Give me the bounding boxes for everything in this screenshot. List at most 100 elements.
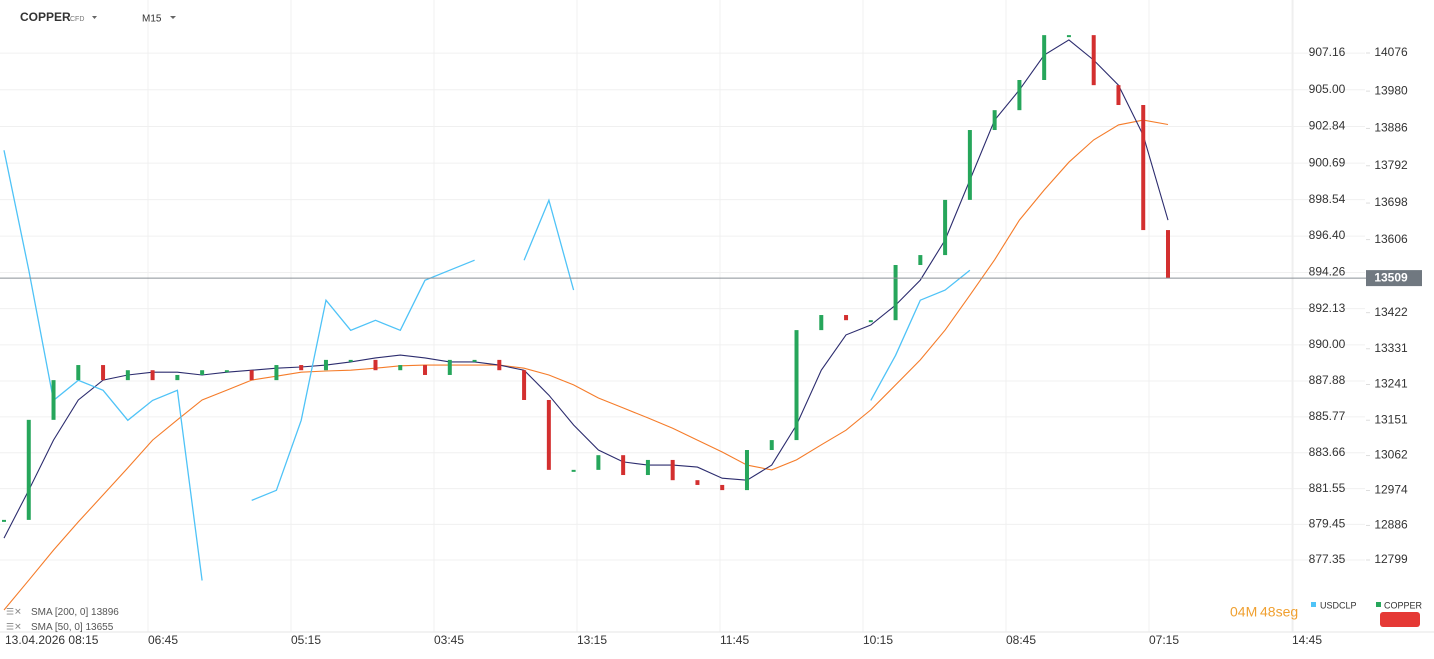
y2-tick-label: 13062 — [1374, 448, 1408, 462]
legend-label: USDCLP — [1320, 600, 1357, 610]
y2-tick-label: 13792 — [1374, 158, 1408, 172]
candle — [645, 459, 650, 476]
legend-label: COPPER — [1384, 600, 1423, 610]
x-tick-label: 03:45 — [434, 633, 464, 647]
x-tick-label: 14:45 — [1292, 633, 1322, 647]
candle — [522, 370, 527, 400]
y-tick-label: 892.13 — [1309, 301, 1346, 315]
y2-tick-label: 13980 — [1374, 83, 1408, 97]
candle — [26, 419, 31, 520]
y-tick-label: 887.88 — [1309, 373, 1346, 387]
y2-tick-label: 12886 — [1374, 518, 1408, 532]
candle — [299, 365, 304, 371]
candle — [571, 469, 576, 472]
indicator-label: SMA [200, 0] 13896 — [31, 607, 119, 618]
candle — [918, 255, 923, 266]
y-tick-label: 885.77 — [1309, 409, 1346, 423]
indicator-legend: ☰✕ SMA [200, 0] 13896 ☰✕ SMA [50, 0] 136… — [6, 606, 119, 632]
candle — [992, 110, 997, 131]
x-tick-label: 11:45 — [720, 633, 749, 647]
candle — [596, 455, 601, 470]
y2-tick-label: 13886 — [1374, 121, 1408, 135]
y2-tick-label: 13241 — [1374, 377, 1408, 391]
candle — [423, 365, 428, 375]
indicator-name: SMA [200, 0] — [31, 607, 88, 618]
y-tick-label: 905.00 — [1309, 82, 1346, 96]
y-tick-label: 877.35 — [1309, 552, 1346, 566]
trade-button[interactable] — [1380, 612, 1420, 627]
candle — [1116, 85, 1121, 106]
y2-tick-label: 12974 — [1374, 483, 1408, 497]
candle — [744, 450, 749, 491]
candle — [2, 519, 6, 522]
candle — [348, 359, 353, 362]
candle — [1141, 105, 1146, 231]
y-tick-label: 898.54 — [1309, 192, 1346, 206]
candle — [224, 370, 229, 373]
dropdown-arrow[interactable] — [92, 16, 97, 19]
y2-tick-label: 13422 — [1374, 305, 1408, 319]
x-tick-label: 13:15 — [577, 633, 607, 647]
candle — [76, 365, 81, 381]
x-tick-label: 06:45 — [148, 633, 178, 647]
candle — [1066, 35, 1071, 38]
candle — [967, 130, 972, 200]
countdown-seconds: 48seg — [1260, 604, 1298, 620]
series-line — [3, 119, 1169, 611]
candle — [794, 330, 799, 441]
candle — [125, 370, 130, 381]
current-price-label: 13509 — [1374, 270, 1408, 284]
countdown-minutes: 04M — [1230, 604, 1257, 620]
candle — [695, 480, 700, 485]
x-tick-label: 05:15 — [291, 633, 321, 647]
candle — [868, 320, 873, 323]
candle — [249, 370, 254, 381]
legend-swatch — [1311, 602, 1316, 607]
candle — [200, 370, 205, 375]
y-tick-label: 900.69 — [1309, 155, 1346, 169]
candle — [51, 380, 56, 420]
candle — [546, 399, 551, 470]
candle — [398, 365, 403, 371]
candle — [1166, 230, 1170, 279]
indicator-value: 13655 — [85, 622, 113, 633]
grid — [0, 0, 1365, 632]
dropdown-arrow[interactable] — [170, 16, 176, 19]
candle — [373, 359, 378, 371]
y2-tick-label: 13606 — [1374, 232, 1408, 246]
instrument-title[interactable]: COPPER — [20, 10, 71, 24]
indicator-icon[interactable]: ☰✕ — [6, 606, 22, 616]
y-tick-label: 896.40 — [1309, 228, 1346, 242]
candle — [893, 265, 898, 321]
y2-tick-label: 14076 — [1374, 45, 1408, 59]
candle — [769, 440, 774, 451]
y-tick-label: 879.45 — [1309, 517, 1346, 531]
candle — [943, 199, 948, 256]
candle — [447, 359, 452, 375]
y-tick-label: 907.16 — [1309, 45, 1346, 59]
candle — [720, 484, 725, 491]
plot — [2, 35, 1170, 611]
y-tick-label: 902.84 — [1309, 119, 1346, 133]
candle — [497, 359, 502, 371]
y2-tick-label: 13698 — [1374, 195, 1408, 209]
indicator-name: SMA [50, 0] — [31, 622, 83, 633]
candle — [670, 459, 675, 481]
indicator-icon[interactable]: ☰✕ — [6, 621, 22, 631]
instrument-type: CFD — [70, 16, 84, 23]
x-tick-label: 08:45 — [1006, 633, 1036, 647]
timeframe[interactable]: M15 — [142, 14, 162, 25]
candle — [101, 365, 106, 381]
y-tick-label: 894.26 — [1309, 265, 1346, 279]
legend-swatch — [1376, 602, 1381, 607]
candle — [274, 365, 279, 381]
candle — [175, 374, 180, 381]
candle — [1042, 35, 1047, 80]
y2-tick-label: 12799 — [1374, 552, 1408, 566]
y-tick-label: 881.55 — [1309, 481, 1346, 495]
x-tick-label: 10:15 — [863, 633, 893, 647]
candle — [472, 359, 477, 362]
current-price-box — [1366, 270, 1422, 287]
